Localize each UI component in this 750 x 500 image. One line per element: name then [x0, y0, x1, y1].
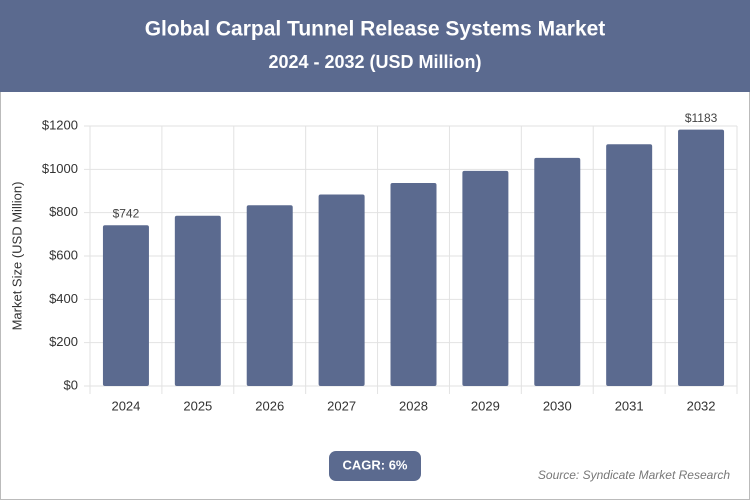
bar — [102, 225, 149, 386]
y-axis-label: Market Size (USD Million) — [9, 182, 24, 331]
bar — [174, 215, 221, 386]
bar — [318, 194, 365, 386]
chart-title: Global Carpal Tunnel Release Systems Mar… — [145, 18, 606, 41]
bar — [246, 205, 293, 386]
cagr-badge — [329, 451, 421, 481]
cagr-label: CAGR: 6% — [342, 457, 407, 472]
x-tick-label: 2024 — [111, 398, 140, 413]
bar — [534, 157, 581, 386]
bar — [678, 129, 725, 386]
y-tick-label: $600 — [49, 247, 78, 262]
source-note: Source: Syndicate Market Research — [538, 468, 730, 482]
x-tick-label: 2031 — [615, 398, 644, 413]
x-tick-label: 2027 — [327, 398, 356, 413]
y-tick-label: $1000 — [42, 161, 78, 176]
y-tick-label: $800 — [49, 204, 78, 219]
value-label: $742 — [113, 206, 140, 220]
x-tick-label: 2030 — [543, 398, 572, 413]
header-band — [0, 0, 750, 92]
chart-subtitle: 2024 - 2032 (USD Million) — [268, 52, 481, 72]
x-tick-label: 2026 — [255, 398, 284, 413]
y-tick-label: $200 — [49, 334, 78, 349]
value-label: $1183 — [685, 111, 718, 125]
y-tick-label: $1200 — [42, 117, 78, 132]
bar — [390, 182, 437, 386]
x-tick-label: 2029 — [471, 398, 500, 413]
x-tick-label: 2028 — [399, 398, 428, 413]
y-tick-label: $0 — [64, 377, 78, 392]
y-tick-label: $400 — [49, 291, 78, 306]
bar — [462, 170, 509, 386]
x-tick-label: 2032 — [687, 398, 716, 413]
bar — [606, 144, 653, 386]
x-tick-label: 2025 — [183, 398, 212, 413]
